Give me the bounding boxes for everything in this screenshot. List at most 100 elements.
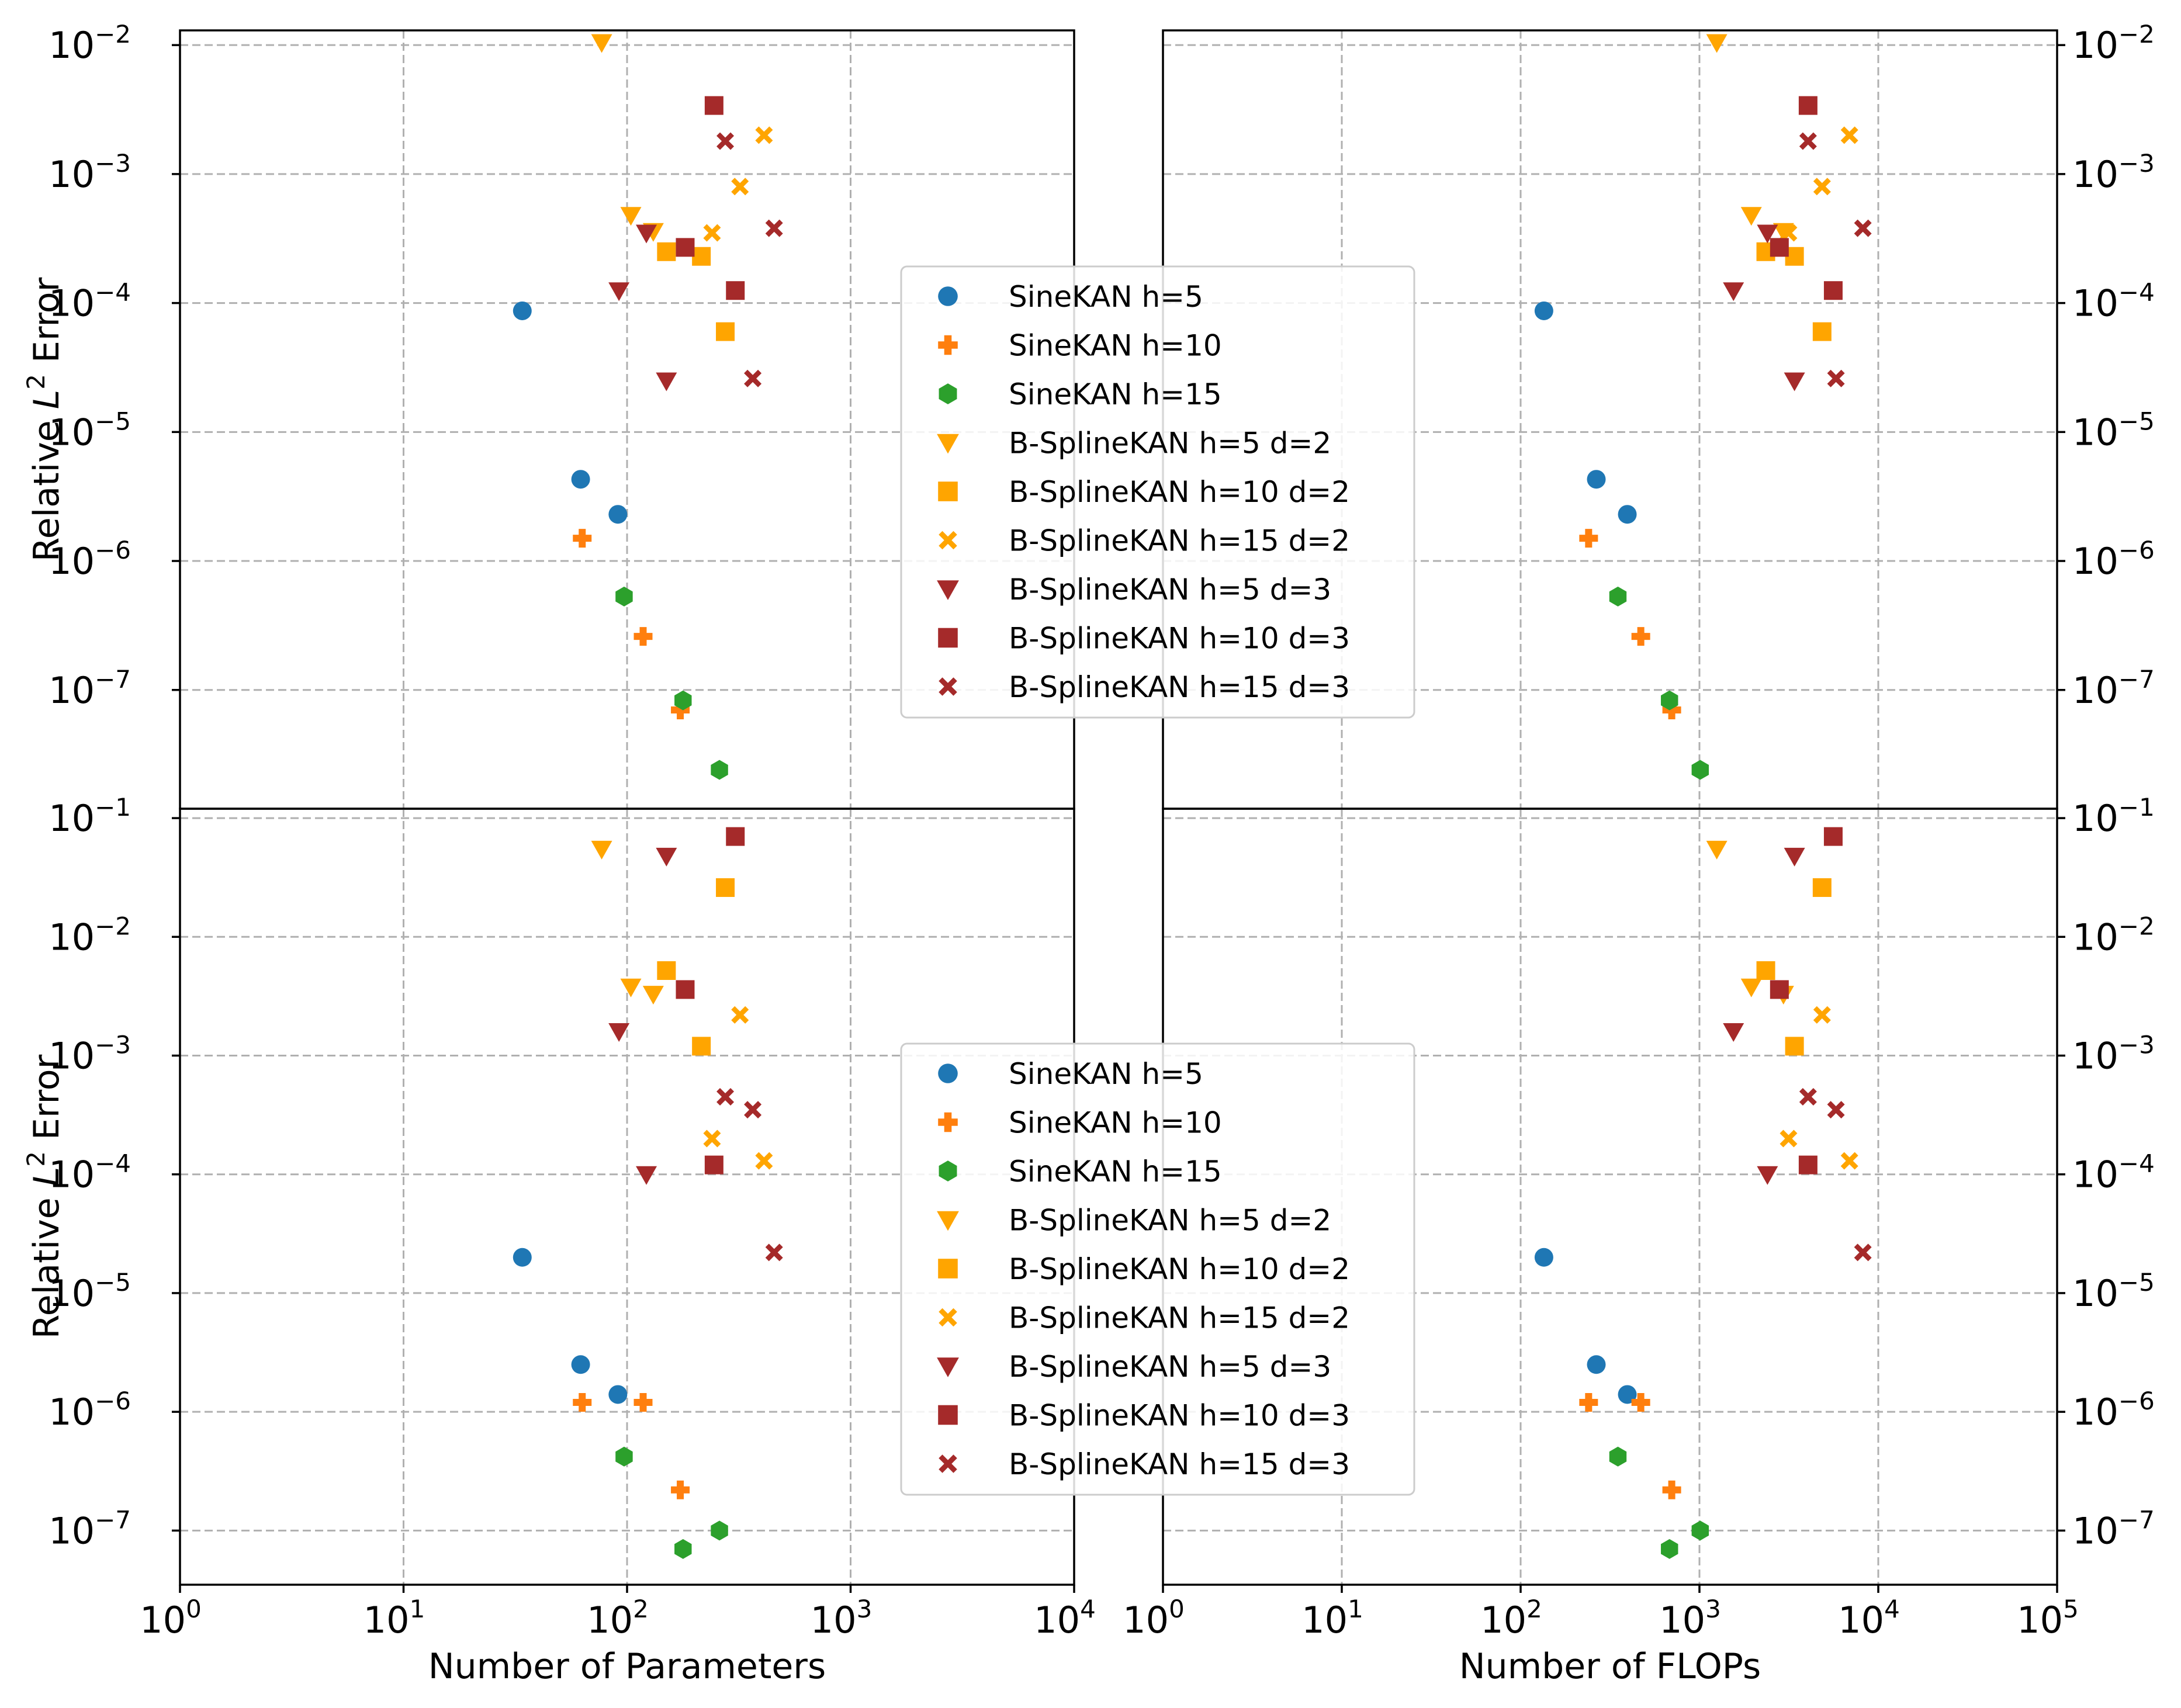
data-point	[1691, 1520, 1709, 1541]
x-tick-label: 104	[1838, 1595, 1900, 1641]
data-point	[726, 281, 745, 300]
y-tick-label: 10−7	[2072, 1505, 2155, 1552]
data-point	[1812, 322, 1832, 341]
x-axis-label: Number of FLOPs	[1459, 1646, 1761, 1687]
data-point	[571, 1355, 590, 1374]
legend-marker	[939, 383, 957, 404]
y-tick-label: 10−4	[49, 1149, 131, 1196]
x-tick-label: 100	[140, 1595, 202, 1641]
data-point	[656, 372, 677, 392]
y-tick-label: 10−5	[2072, 1268, 2155, 1315]
data-point	[1854, 1243, 1872, 1262]
data-point	[1757, 1166, 1778, 1185]
y-tick-label: 10−6	[2072, 536, 2155, 583]
y-tick-label: 10−5	[2072, 407, 2155, 453]
data-point	[1813, 1006, 1831, 1024]
y-tick-label: 10−2	[49, 912, 131, 958]
y-axis-label: Relative L2 Error	[22, 277, 67, 562]
legend-marker	[938, 1405, 958, 1425]
y-tick-label: 10−2	[49, 20, 131, 67]
data-point	[1757, 224, 1778, 244]
data-point	[1799, 1087, 1817, 1106]
data-point	[671, 1480, 690, 1499]
data-point	[703, 224, 721, 242]
x-tick-label: 104	[1034, 1595, 1096, 1641]
y-tick-label: 10−7	[2072, 665, 2155, 712]
data-point	[755, 1152, 773, 1170]
data-point	[1609, 1446, 1627, 1467]
data-point	[1691, 760, 1709, 780]
legend-label: B-SplineKAN h=10 d=2	[1009, 475, 1350, 509]
data-point	[620, 207, 642, 226]
legend-label: B-SplineKAN h=15 d=3	[1009, 1447, 1350, 1481]
data-point	[1827, 1101, 1845, 1119]
data-point	[744, 1101, 762, 1119]
data-point	[591, 34, 612, 53]
data-point	[1773, 223, 1794, 242]
data-point	[1631, 1393, 1650, 1412]
legend-marker	[938, 286, 958, 306]
legend-label: B-SplineKAN h=15 d=2	[1009, 1301, 1350, 1335]
data-point	[1798, 1155, 1818, 1175]
legend-marker	[938, 628, 958, 648]
data-point	[642, 986, 664, 1005]
data-point	[620, 978, 642, 997]
data-point	[608, 282, 630, 302]
data-point	[1780, 1130, 1798, 1148]
data-point	[633, 627, 653, 646]
data-point	[726, 827, 745, 846]
data-point	[1579, 1393, 1598, 1412]
x-tick-label: 100	[1123, 1595, 1185, 1641]
data-point	[711, 1520, 728, 1541]
data-point	[1579, 529, 1598, 548]
data-point	[633, 1393, 653, 1412]
data-point	[615, 586, 633, 607]
legend-marker	[939, 1454, 957, 1473]
data-point	[1706, 34, 1728, 53]
data-point	[1785, 1037, 1804, 1056]
data-point	[731, 1006, 749, 1024]
data-point	[716, 132, 735, 150]
data-point	[1756, 961, 1775, 981]
data-point	[671, 700, 690, 719]
data-point	[1840, 1152, 1858, 1170]
data-point	[1631, 627, 1650, 646]
data-point	[1662, 1480, 1681, 1499]
legend-marker	[939, 1308, 957, 1327]
data-point	[1854, 219, 1872, 237]
data-point	[608, 505, 628, 524]
legend-box	[900, 265, 1415, 719]
legend-marker	[938, 335, 958, 355]
data-point	[676, 238, 695, 257]
data-point	[1740, 978, 1762, 997]
data-point	[513, 1248, 532, 1267]
x-tick-label: 103	[1659, 1595, 1721, 1641]
data-point	[1618, 505, 1637, 524]
data-point	[513, 301, 532, 320]
data-point	[1661, 1539, 1678, 1559]
data-point	[573, 529, 592, 548]
panel-bottom-right: 10−7 10−6 10−5 10−4 10−3 10−2 10−1 100 101 102 103…	[1123, 793, 2155, 1687]
legend-label: B-SplineKAN h=5 d=2	[1009, 1204, 1331, 1238]
data-point	[591, 840, 612, 860]
data-point	[1661, 690, 1678, 711]
data-point	[1534, 1248, 1553, 1267]
y-tick-label: 10−3	[49, 149, 131, 196]
legend-label: B-SplineKAN h=10 d=3	[1009, 622, 1350, 656]
data-point	[1799, 132, 1817, 150]
data-point	[1823, 281, 1843, 300]
data-point	[1770, 980, 1789, 999]
data-point	[755, 126, 773, 144]
data-point	[716, 1087, 735, 1106]
data-point	[1723, 282, 1744, 302]
x-tick-label: 105	[2017, 1595, 2079, 1641]
x-tick-label: 102	[587, 1595, 649, 1641]
y-tick-label: 10−1	[49, 793, 131, 840]
data-point	[1706, 840, 1728, 860]
data-point	[1534, 301, 1553, 320]
y-tick-label: 10−2	[2072, 20, 2155, 67]
data-point	[1812, 878, 1832, 897]
y-tick-label: 10−6	[49, 536, 131, 583]
data-point	[1784, 847, 1805, 867]
legend-label: SineKAN h=5	[1009, 280, 1203, 314]
